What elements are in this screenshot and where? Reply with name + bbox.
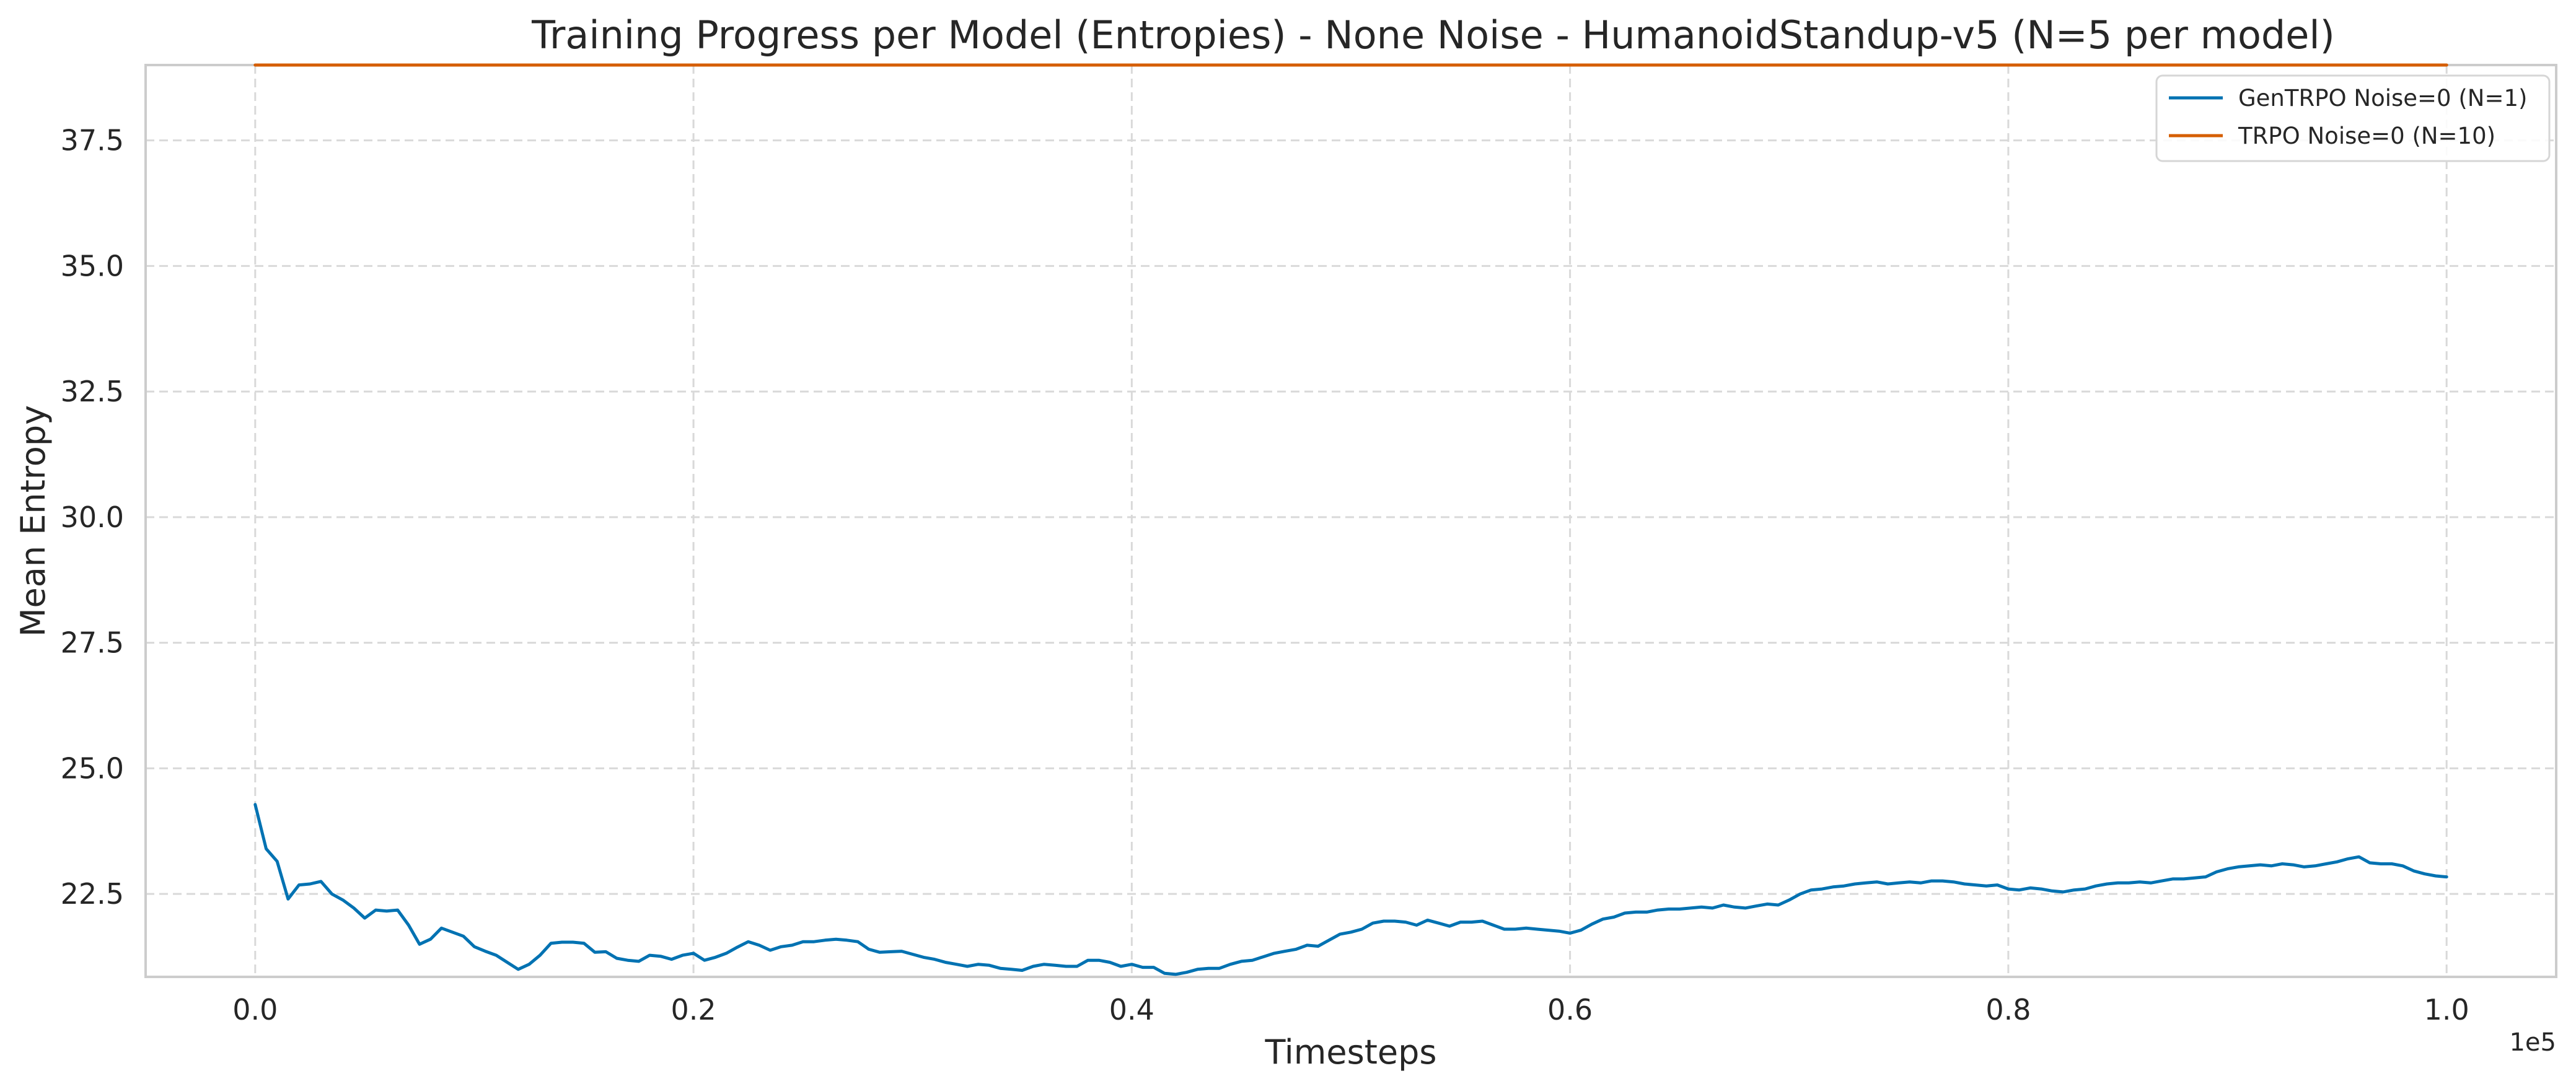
x-tick-label: 0.8 bbox=[1985, 993, 2031, 1026]
grid-lines bbox=[146, 65, 2556, 977]
legend-label-gentrpo: GenTRPO Noise=0 (N=1) bbox=[2238, 85, 2527, 112]
y-tick-label: 25.0 bbox=[61, 751, 124, 785]
legend-box bbox=[2155, 74, 2551, 162]
y-tick-label: 35.0 bbox=[61, 249, 124, 282]
y-tick-label: 27.5 bbox=[61, 626, 124, 660]
chart-title: Training Progress per Model (Entropies) … bbox=[531, 12, 2335, 58]
y-tick-label: 32.5 bbox=[61, 375, 124, 408]
x-tick-label: 0.6 bbox=[1547, 993, 1593, 1026]
x-tick-label: 0.4 bbox=[1109, 993, 1154, 1026]
y-axis-label: Mean Entropy bbox=[14, 405, 53, 637]
y-tick-label: 30.0 bbox=[61, 501, 124, 534]
tick-labels: 0.0 0.2 0.4 0.6 0.8 1.0 22.5 25.0 27.5 30.0 32.5 35… bbox=[61, 124, 2469, 1026]
x-tick-label: 0.0 bbox=[232, 993, 278, 1026]
series-lines bbox=[253, 63, 2448, 976]
legend: GenTRPO Noise=0 (N=1) TRPO Noise=0 (N=10… bbox=[2155, 74, 2551, 162]
x-tick-label: 1.0 bbox=[2424, 993, 2469, 1026]
legend-label-trpo: TRPO Noise=0 (N=10) bbox=[2238, 123, 2495, 149]
y-tick-label: 37.5 bbox=[61, 124, 124, 157]
x-axis-label: Timesteps bbox=[1264, 1033, 1436, 1072]
series-line-gentrpo bbox=[253, 803, 2448, 976]
x-tick-label: 0.2 bbox=[671, 993, 716, 1026]
y-tick-label: 22.5 bbox=[61, 877, 124, 911]
x-axis-offset-label: 1e5 bbox=[2509, 1028, 2556, 1057]
